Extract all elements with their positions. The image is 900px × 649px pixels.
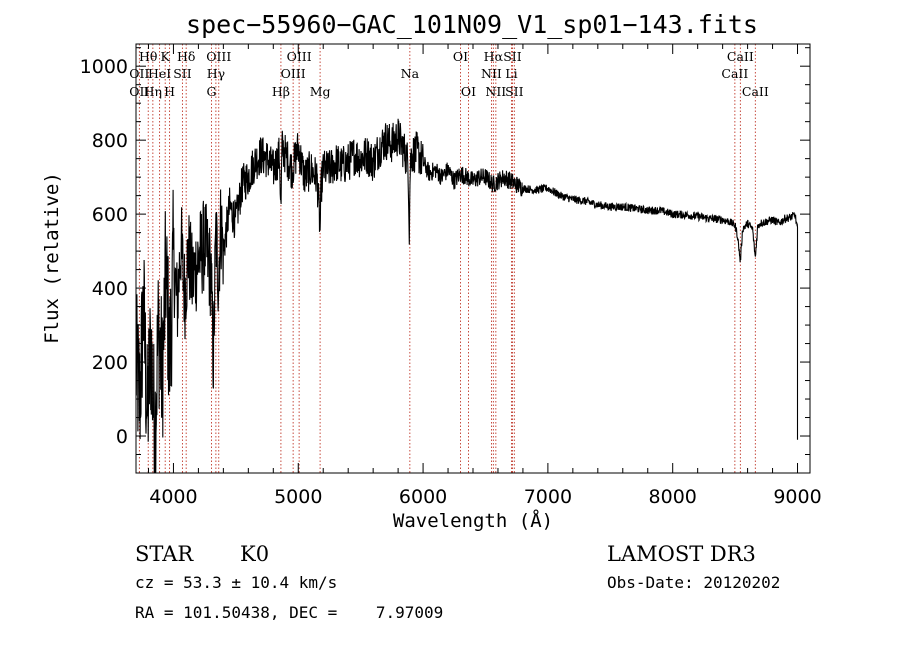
line-label-3: Hη	[144, 84, 162, 99]
line-label-12: Hβ	[272, 84, 290, 99]
x-tick-label-1: 5000	[274, 486, 322, 508]
line-label-16: Na	[401, 66, 420, 81]
line-label-7: SII	[173, 66, 192, 81]
chart-title: spec−55960−GAC_101N09_V1_sp01−143.fits	[186, 10, 758, 39]
y-tick-label-5: 1000	[80, 56, 128, 78]
line-label-6: H	[164, 84, 175, 99]
obs-date: Obs-Date: 20120202	[607, 573, 780, 592]
y-tick-label-1: 200	[92, 352, 128, 374]
plot-frame	[135, 43, 811, 474]
x-tick-label-3: 7000	[524, 486, 572, 508]
line-label-11: G	[207, 84, 217, 99]
line-label-24: SII	[505, 84, 524, 99]
line-label-22: SII	[503, 49, 522, 64]
x-tick-label-0: 4000	[149, 486, 197, 508]
x-axis-label: Wavelength (Å)	[393, 509, 553, 532]
y-tick-label-3: 600	[92, 204, 128, 226]
line-label-1: OII	[129, 66, 149, 81]
line-label-21: NII	[485, 84, 506, 99]
line-label-15: Mg	[310, 84, 331, 99]
y-tick-label-2: 400	[92, 278, 128, 300]
line-label-10: Hγ	[207, 66, 225, 81]
line-label-4: K	[161, 49, 171, 64]
line-label-25: CaII	[727, 49, 754, 64]
line-label-2: OII	[129, 84, 149, 99]
survey-name: LAMOST DR3	[607, 542, 756, 566]
line-label-27: CaII	[742, 84, 769, 99]
flux-series-line	[136, 118, 799, 473]
line-label-18: OI	[461, 84, 476, 99]
y-axis: 0 200 400 600 800 1000	[80, 47, 810, 474]
y-tick-label-0: 0	[116, 426, 128, 448]
line-label-14: OIII	[281, 66, 306, 81]
line-label-20: NII	[481, 66, 502, 81]
line-label-17: OI	[453, 49, 468, 64]
object-class: STAR	[135, 542, 194, 566]
x-tick-label-2: 6000	[399, 486, 447, 508]
line-label-13: OIII	[287, 49, 312, 64]
line-label-23: Li	[505, 66, 517, 81]
line-label-5: HeI	[148, 66, 171, 81]
x-axis: 4000 5000 6000 7000 8000 9000	[147, 44, 822, 508]
y-axis-label: Flux (relative)	[41, 172, 63, 344]
line-label-0: Hθ	[139, 49, 157, 64]
y-tick-label-4: 800	[92, 130, 128, 152]
line-label-19: Hα	[484, 49, 504, 64]
object-subclass: K0	[240, 542, 269, 566]
redshift-cz: cz = 53.3 ± 10.4 km/s	[135, 573, 337, 592]
x-tick-label-4: 8000	[649, 486, 697, 508]
spectral-line-markers	[138, 44, 756, 473]
line-label-26: CaII	[721, 66, 748, 81]
line-label-9: OIII	[206, 49, 231, 64]
x-tick-label-5: 9000	[773, 486, 821, 508]
ra-dec-coordinates: RA = 101.50438, DEC = 7.97009	[135, 603, 443, 622]
line-label-8: Hδ	[177, 49, 195, 64]
